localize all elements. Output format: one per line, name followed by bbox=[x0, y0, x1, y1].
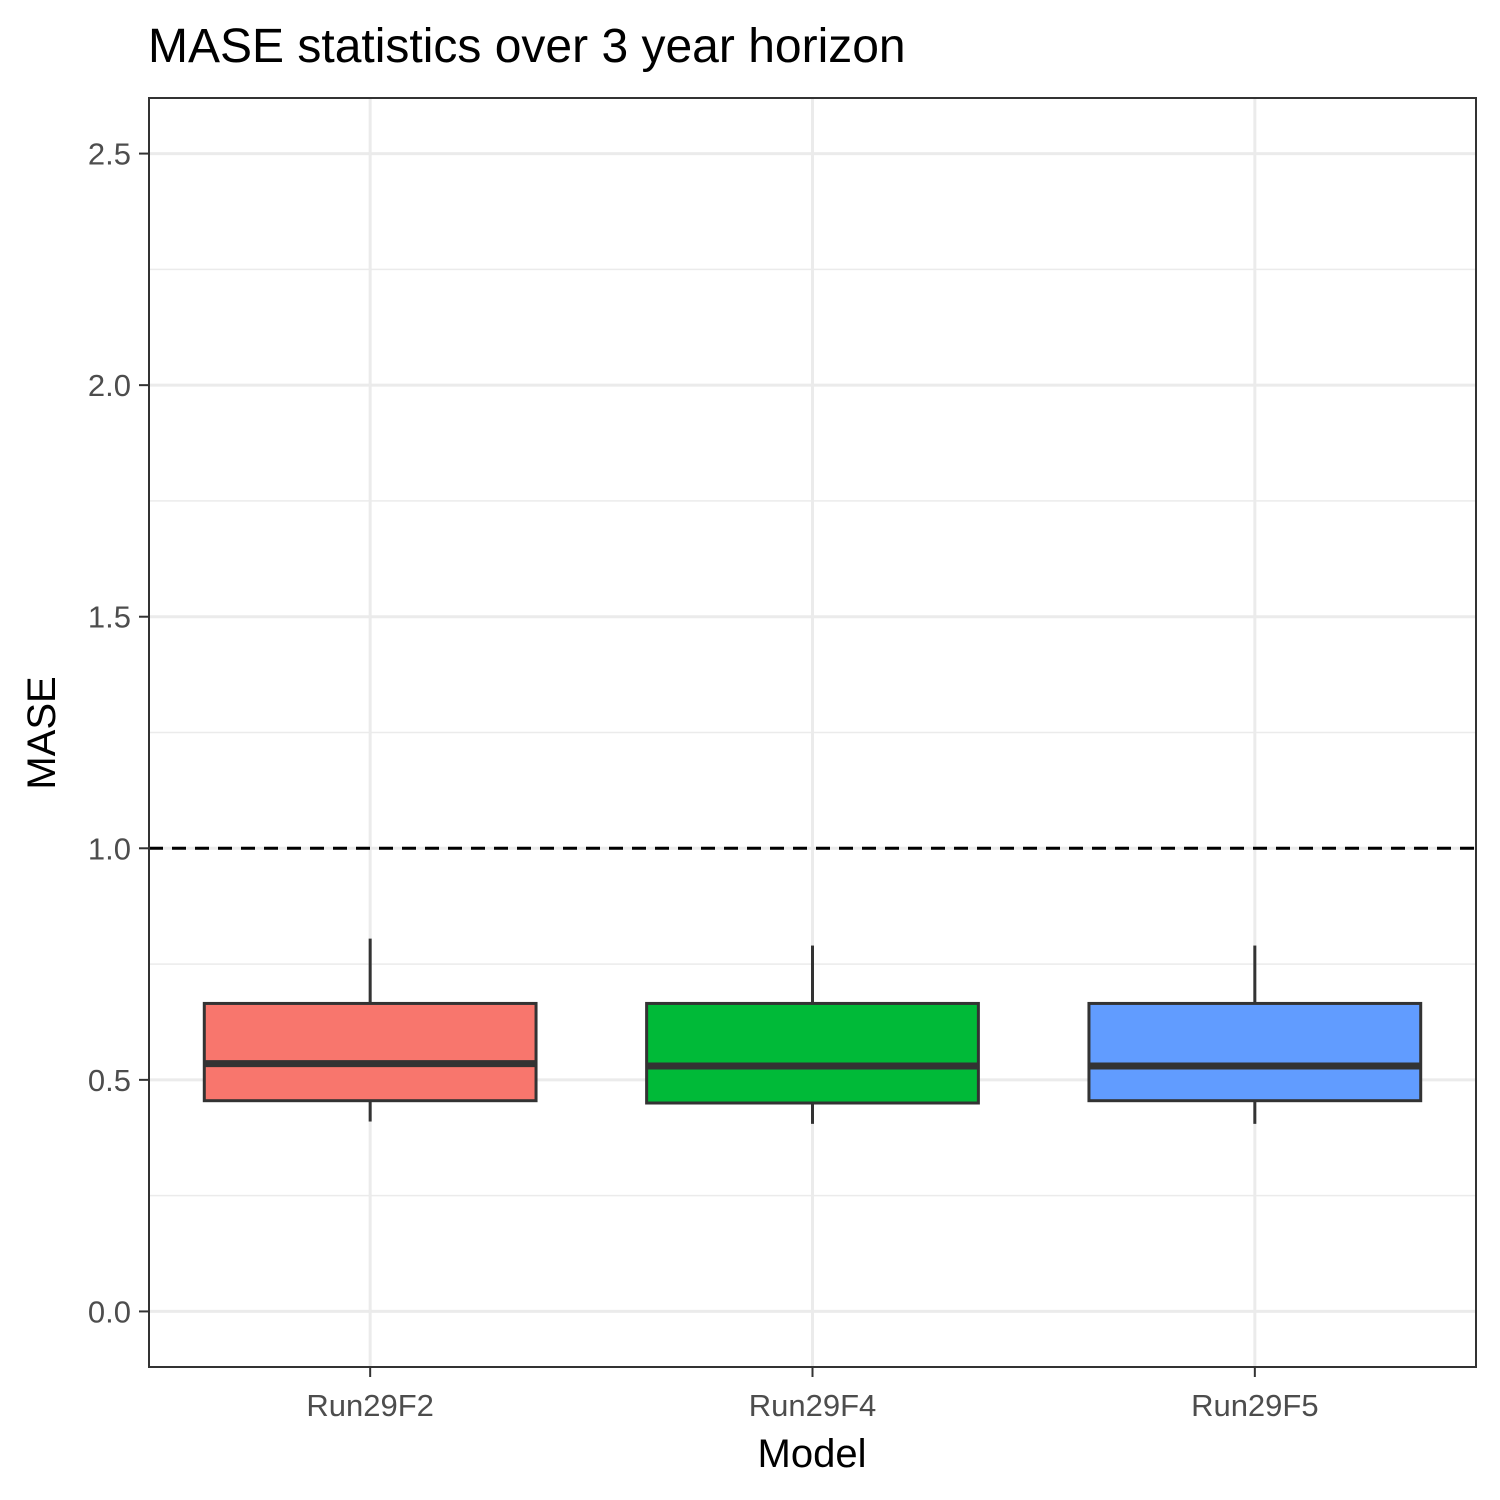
chart-title: MASE statistics over 3 year horizon bbox=[148, 20, 906, 73]
axis-ticks: 0.0 0.5 1.0 1.5 2.0 2.5 Run29F2 Run29F4 Run29F5 bbox=[88, 137, 1319, 1423]
grid-lines bbox=[149, 98, 1476, 1367]
box-Run29F5 bbox=[1087, 945, 1423, 1124]
y-tick-label: 0.0 bbox=[88, 1294, 131, 1329]
box-iqr bbox=[645, 1001, 980, 1105]
y-tick-label: 2.0 bbox=[88, 368, 131, 403]
x-tick-label: Run29F2 bbox=[306, 1388, 434, 1423]
x-tick-label: Run29F4 bbox=[749, 1388, 877, 1423]
box-iqr bbox=[202, 1001, 538, 1103]
box-layer bbox=[202, 938, 1423, 1124]
y-tick-label: 1.0 bbox=[88, 831, 131, 866]
x-tick-label: Run29F5 bbox=[1191, 1388, 1319, 1423]
box-Run29F2 bbox=[202, 938, 538, 1122]
box-iqr bbox=[1087, 1001, 1423, 1103]
y-tick-label: 0.5 bbox=[88, 1063, 131, 1098]
y-axis-title: MASE bbox=[20, 676, 64, 789]
y-tick-label: 1.5 bbox=[88, 600, 131, 635]
x-axis-title: Model bbox=[758, 1432, 867, 1476]
y-tick-label: 2.5 bbox=[88, 137, 131, 172]
box-Run29F4 bbox=[645, 945, 980, 1124]
